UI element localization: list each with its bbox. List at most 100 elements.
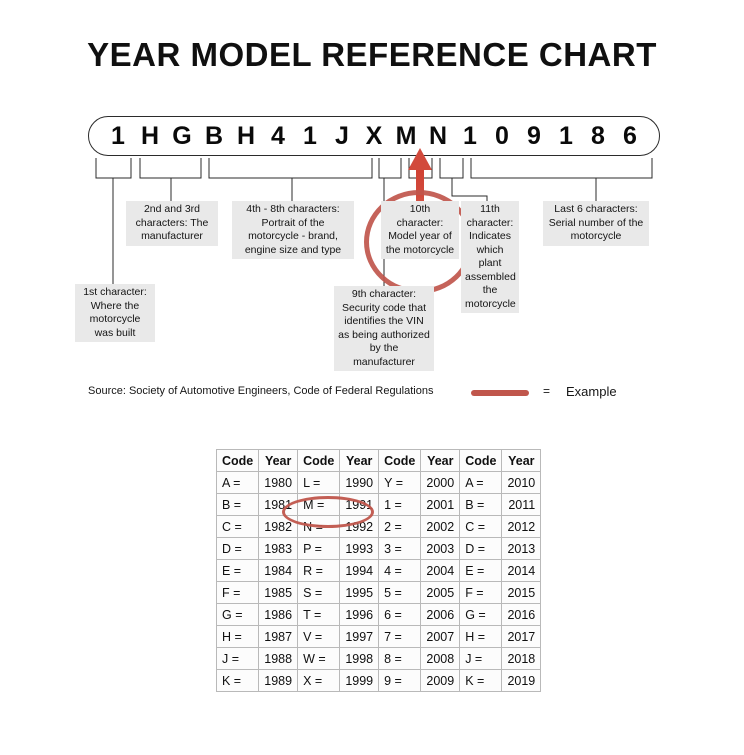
cell-code: H = <box>459 625 503 648</box>
page-title: YEAR MODEL REFERENCE CHART <box>87 36 657 73</box>
cell-year: 1988 <box>258 647 299 670</box>
cell-year: 2008 <box>420 647 461 670</box>
vin-character-row: 1 H G B H 4 1 J X M N 1 0 9 1 8 6 <box>88 116 660 156</box>
cell-year: 2016 <box>501 603 542 626</box>
table-row: J = 1988 W = 1998 8 = 2008 J = 2018 <box>215 647 542 670</box>
year-code-table-wrapper: Code Year Code Year Code Year Code Year … <box>215 449 542 692</box>
vin-char-2: H <box>140 122 160 150</box>
cell-year: 1983 <box>258 537 299 560</box>
col-header-year-4: Year <box>501 449 542 472</box>
cell-code: B = <box>215 493 260 516</box>
cell-code: 4 = <box>378 559 422 582</box>
cell-year: 2018 <box>501 647 542 670</box>
table-row: A = 1980 L = 1990 Y = 2000 A = 2010 <box>215 471 542 494</box>
legend-swatch <box>471 390 529 396</box>
cell-year: 2010 <box>501 471 542 494</box>
cell-code: A = <box>459 471 503 494</box>
cell-year: 1981 <box>258 493 299 516</box>
cell-code: N = <box>297 515 341 538</box>
cell-code: 3 = <box>378 537 422 560</box>
vin-char-6: 4 <box>271 122 285 150</box>
cell-year: 1986 <box>258 603 299 626</box>
cell-year: 1989 <box>258 669 299 692</box>
cell-code: R = <box>297 559 341 582</box>
table-row: F = 1985 S = 1995 5 = 2005 F = 2015 <box>215 581 542 604</box>
cell-code: 9 = <box>378 669 422 692</box>
vin-char-1: 1 <box>111 122 125 150</box>
vin-char-16: 8 <box>591 122 605 150</box>
cell-year: 2015 <box>501 581 542 604</box>
cell-year: 1984 <box>258 559 299 582</box>
cell-code: F = <box>215 581 260 604</box>
cell-year: 1987 <box>258 625 299 648</box>
cell-code: T = <box>297 603 341 626</box>
vin-capsule <box>88 116 660 156</box>
cell-code: C = <box>459 515 503 538</box>
cell-code: 1 = <box>378 493 422 516</box>
table-header-row: Code Year Code Year Code Year Code Year <box>215 449 542 472</box>
cell-code: G = <box>215 603 260 626</box>
cell-year: 1991 <box>339 493 380 516</box>
vin-char-13: 0 <box>495 122 509 150</box>
bracket-9th <box>378 158 402 179</box>
table-row: B = 1981 M = 1991 1 = 2001 B = 2011 <box>215 493 542 516</box>
col-header-code-3: Code <box>378 449 422 472</box>
cell-code: 7 = <box>378 625 422 648</box>
bracket-10th <box>408 158 433 179</box>
label-last-6-characters: Last 6 characters: Serial number of the … <box>543 201 649 246</box>
cell-code: A = <box>215 471 260 494</box>
cell-year: 2005 <box>420 581 461 604</box>
table-row: E = 1984 R = 1994 4 = 2004 E = 2014 <box>215 559 542 582</box>
bracket-1st <box>95 158 132 179</box>
cell-year: 2002 <box>420 515 461 538</box>
cell-code: 2 = <box>378 515 422 538</box>
table-row: K = 1989 X = 1999 9 = 2009 K = 2019 <box>215 669 542 692</box>
cell-code: 5 = <box>378 581 422 604</box>
cell-code: E = <box>459 559 503 582</box>
legend-label: Example <box>566 384 617 399</box>
cell-year: 2011 <box>501 493 542 516</box>
vin-char-15: 1 <box>559 122 573 150</box>
vin-char-9: X <box>365 122 383 150</box>
cell-code: C = <box>215 515 260 538</box>
cell-year: 1996 <box>339 603 380 626</box>
bracket-4th-8th <box>208 158 373 179</box>
vin-char-5: H <box>236 122 256 150</box>
cell-year: 2004 <box>420 559 461 582</box>
cell-year: 1995 <box>339 581 380 604</box>
leader-11th <box>451 178 488 201</box>
cell-code: S = <box>297 581 341 604</box>
cell-year: 2001 <box>420 493 461 516</box>
vin-char-8: J <box>335 122 349 150</box>
cell-code: M = <box>297 493 341 516</box>
cell-year: 1992 <box>339 515 380 538</box>
cell-year: 1999 <box>339 669 380 692</box>
col-header-code-1: Code <box>215 449 260 472</box>
cell-year: 1997 <box>339 625 380 648</box>
cell-year: 2003 <box>420 537 461 560</box>
cell-year: 1980 <box>258 471 299 494</box>
cell-code: B = <box>459 493 503 516</box>
vin-char-10: M <box>395 122 417 150</box>
col-header-year-1: Year <box>258 449 299 472</box>
cell-code: K = <box>459 669 503 692</box>
vin-char-17: 6 <box>623 122 637 150</box>
cell-year: 1990 <box>339 471 380 494</box>
vin-char-14: 9 <box>527 122 541 150</box>
table-row: D = 1983 P = 1993 3 = 2003 D = 2013 <box>215 537 542 560</box>
vin-char-4: B <box>204 122 224 150</box>
bracket-11th <box>439 158 464 179</box>
cell-code: 8 = <box>378 647 422 670</box>
cell-year: 1982 <box>258 515 299 538</box>
cell-code: E = <box>215 559 260 582</box>
cell-year: 1998 <box>339 647 380 670</box>
label-11th-character: 11th character: Indicates which plant as… <box>461 201 519 313</box>
cell-year: 1993 <box>339 537 380 560</box>
cell-code: H = <box>215 625 260 648</box>
cell-year: 1994 <box>339 559 380 582</box>
table-body: A = 1980 L = 1990 Y = 2000 A = 2010 B = 1981 M = 19… <box>215 471 542 692</box>
cell-code: V = <box>297 625 341 648</box>
cell-code: G = <box>459 603 503 626</box>
table-row: H = 1987 V = 1997 7 = 2007 H = 2017 <box>215 625 542 648</box>
